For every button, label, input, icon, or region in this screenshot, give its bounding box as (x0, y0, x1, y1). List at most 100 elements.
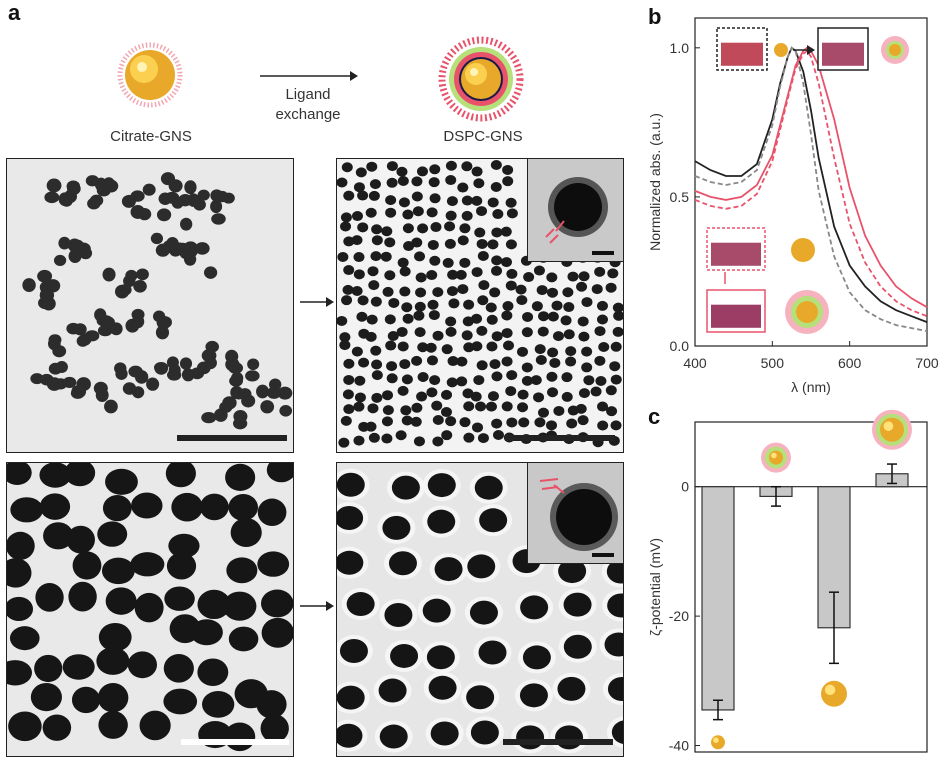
nanoparticle (434, 557, 463, 582)
scale-bar (505, 435, 615, 441)
nanoparticle (342, 284, 354, 295)
nanoparticle (396, 166, 408, 177)
nanoparticle (354, 392, 366, 403)
nanoparticle (52, 345, 67, 358)
nanoparticle (521, 375, 533, 386)
nanoparticle (590, 386, 602, 397)
nanoparticle (118, 284, 132, 296)
nanoparticle (164, 586, 195, 611)
nanoparticle (416, 391, 428, 402)
nanoparticle (596, 314, 608, 325)
nanoparticle (368, 432, 380, 443)
nanoparticle (475, 401, 487, 412)
nanoparticle (441, 389, 453, 400)
nanoparticle (613, 310, 623, 321)
y-tick-label: 1.0 (670, 40, 690, 56)
nanoparticle (233, 410, 248, 423)
nanoparticle (477, 295, 489, 306)
nanoparticle (445, 175, 457, 186)
cuvette-citrate-before-liquid (721, 42, 763, 66)
nanoparticle (417, 342, 429, 353)
nanoparticle (411, 176, 423, 187)
nanoparticle (516, 725, 545, 750)
nanoparticle (563, 634, 592, 659)
nanoparticle (448, 298, 460, 309)
nanoparticle (46, 178, 62, 193)
nanoparticle (205, 340, 219, 353)
nanoparticle (432, 415, 444, 426)
nanoparticle (357, 190, 369, 201)
nanoparticle (533, 392, 545, 403)
nanoparticle (351, 346, 363, 357)
nanoparticle (607, 676, 623, 701)
nanoparticle (351, 235, 363, 246)
nanoparticle (487, 197, 499, 208)
nanoparticle (612, 302, 623, 313)
cuvette-citrate-after-liquid (711, 242, 761, 266)
nanoparticle (427, 509, 456, 534)
series-line (694, 46, 928, 323)
nanoparticle (73, 323, 87, 336)
nanoparticle (76, 242, 91, 256)
nanoparticle (531, 301, 543, 312)
nanoparticle (552, 331, 564, 342)
nanoparticle (379, 724, 408, 749)
dspc-gns-icon (438, 36, 524, 122)
nanoparticle (478, 280, 490, 291)
plot-frame (694, 421, 928, 753)
nanoparticle (139, 710, 171, 741)
nanoparticle (397, 341, 409, 352)
nanoparticle (225, 357, 240, 372)
gns-icon-large-highlight (824, 684, 836, 696)
tem-citrate-high-mag (6, 462, 294, 757)
nanoparticle (164, 191, 180, 204)
nanoparticle (432, 330, 444, 341)
nanoparticle (351, 286, 363, 297)
nanoparticle (7, 463, 32, 485)
nanoparticle (388, 551, 417, 576)
nanoparticle (402, 313, 414, 324)
nanoparticle (102, 494, 132, 522)
nanoparticle (604, 632, 623, 657)
tem-inset-dspc (527, 159, 623, 262)
nanoparticle (478, 640, 507, 665)
nanoparticle (473, 375, 485, 386)
tem-dspc-low-mag (336, 158, 624, 453)
gns-icon (791, 238, 815, 262)
nanoparticle (490, 160, 502, 171)
nanoparticle (171, 492, 203, 522)
scale-bar (181, 739, 289, 745)
nanoparticle (155, 325, 170, 340)
nanoparticle (445, 326, 457, 337)
nanoparticle (414, 327, 426, 338)
nanoparticle (210, 199, 223, 214)
nanoparticle (457, 235, 469, 246)
nanoparticle (501, 401, 513, 412)
nanoparticle (426, 645, 455, 670)
nanoparticle (167, 369, 182, 381)
nanoparticle (428, 177, 440, 188)
nanoparticle (471, 341, 483, 352)
nanoparticle (583, 375, 595, 386)
nanoparticle (596, 300, 608, 311)
nanoparticle (8, 711, 42, 742)
nanoparticle (469, 600, 498, 625)
nanoparticle (612, 326, 623, 337)
cuvette-dspc-after-liquid (711, 304, 761, 328)
nanoparticle (365, 207, 377, 218)
nanoparticle (134, 592, 164, 623)
nanoparticle (53, 254, 67, 267)
dspc-gns-icon-large-highlight (883, 421, 894, 431)
nanoparticle (343, 404, 355, 415)
nanoparticle (444, 238, 456, 249)
nanoparticle (491, 265, 503, 276)
nanoparticle (505, 386, 517, 397)
nanoparticle (356, 311, 368, 322)
nanoparticle (557, 676, 586, 701)
nanoparticle (610, 374, 622, 385)
nanoparticle (105, 468, 138, 495)
nanoparticle (547, 287, 559, 298)
nanoparticle (30, 373, 44, 385)
nanoparticle (396, 326, 408, 337)
x-tick-label: 400 (683, 355, 707, 371)
